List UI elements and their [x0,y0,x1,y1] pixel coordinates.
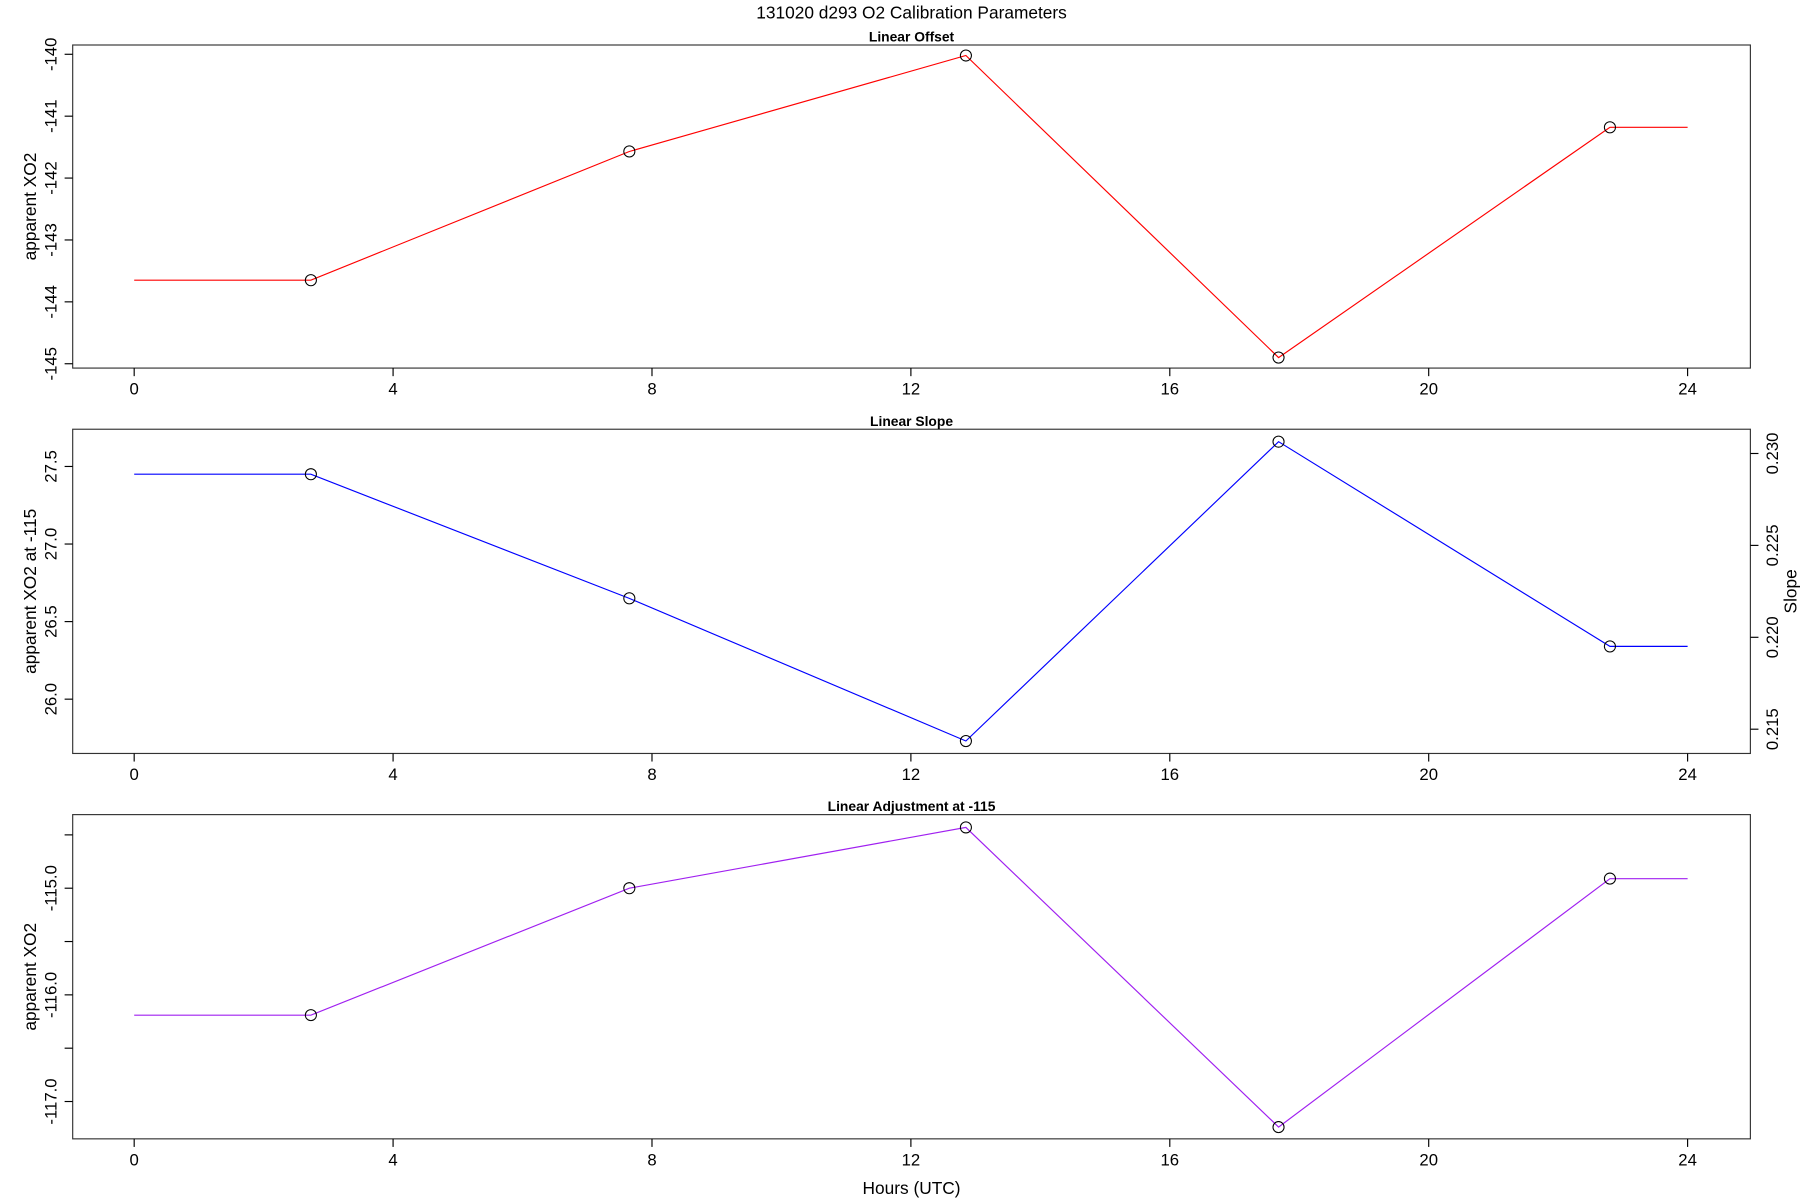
data-point [304,468,317,481]
x-tick-label: 16 [1160,380,1179,399]
series-line [134,826,1688,1128]
x-tick-label: 4 [388,765,397,784]
y-axis-label: apparent XO2 [20,153,40,261]
y-tick-label: -145 [42,347,61,380]
panel-2: Linear Slope 0 4 8 12 16 20 24 26.0 26.5 27.0 27.5 a… [20,413,1800,784]
series-line [134,54,1688,359]
y-tick-label: 27.5 [42,450,61,483]
data-point [1603,640,1616,653]
series-line [134,440,1688,742]
data-point [1272,351,1285,364]
panel-title: Linear Slope [870,413,953,429]
x-tick-label: 12 [902,1150,921,1169]
right-y-axis-label: Slope [1781,569,1800,613]
y-tick-label: 26.5 [42,605,61,638]
x-tick-label: 20 [1419,380,1438,399]
x-tick-label: 24 [1678,1150,1697,1169]
x-tick-label: 16 [1160,765,1179,784]
x-tick-label: 8 [647,765,656,784]
panel-3: Linear Adjustment at -115 0 4 8 12 16 20 24 -117… [20,798,1751,1169]
x-tick-label: 0 [130,765,139,784]
data-point [304,1009,317,1022]
y-tick-label: -117.0 [42,1078,61,1124]
plot-frame [72,814,1751,1140]
x-tick-label: 16 [1160,1150,1179,1169]
y-tick-label: -115.0 [42,865,61,911]
y-tick-label: 27.0 [42,528,61,561]
right-y-tick-label: 0.230 [1763,433,1782,475]
data-point [1603,121,1616,134]
y-tick-label: -141 [42,99,61,132]
data-point [959,49,972,62]
plot-frame [72,44,1751,369]
x-tick-label: 0 [130,1150,139,1169]
x-tick-label: 12 [902,380,921,399]
data-point [959,734,972,748]
x-tick-label: 8 [647,1150,656,1169]
x-tick-label: 8 [647,380,656,399]
panel-1: Linear Offset 0 4 8 12 16 20 24 -145 -144 -143 -142… [20,29,1751,399]
x-tick-label: 12 [902,765,921,784]
panel-title: Linear Offset [869,29,955,45]
data-point [623,592,636,605]
y-tick-label: -140 [42,38,61,71]
y-axis-label: apparent XO2 [20,923,40,1031]
data-point [623,882,636,895]
plot-frame [72,428,1751,755]
x-tick-label: 20 [1419,1150,1438,1169]
x-tick-label: 20 [1419,765,1438,784]
x-tick-label: 24 [1678,765,1697,784]
data-point [1272,435,1285,448]
data-point [623,145,636,158]
main-title: 131020 d293 O2 Calibration Parameters [756,2,1067,22]
data-point [1603,872,1616,885]
panel-title: Linear Adjustment at -115 [828,798,996,814]
right-y-tick-label: 0.225 [1763,524,1782,566]
y-tick-label: -142 [42,161,61,194]
y-tick-label: 26.0 [42,683,61,716]
y-tick-label: -116.0 [42,972,61,1018]
data-point [1272,1121,1285,1134]
x-tick-label: 24 [1678,380,1697,399]
x-tick-label: 4 [388,1150,397,1169]
x-tick-label: 4 [388,380,397,399]
y-axis-label: apparent XO2 at -115 [20,509,40,674]
right-y-tick-label: 0.220 [1763,616,1782,658]
y-tick-label: -144 [42,285,61,318]
x-tick-label: 0 [130,380,139,399]
x-axis-label: Hours (UTC) [863,1178,961,1198]
right-y-tick-label: 0.215 [1763,708,1782,750]
y-tick-label: -143 [42,223,61,256]
data-point [304,274,317,287]
data-point [959,821,972,834]
